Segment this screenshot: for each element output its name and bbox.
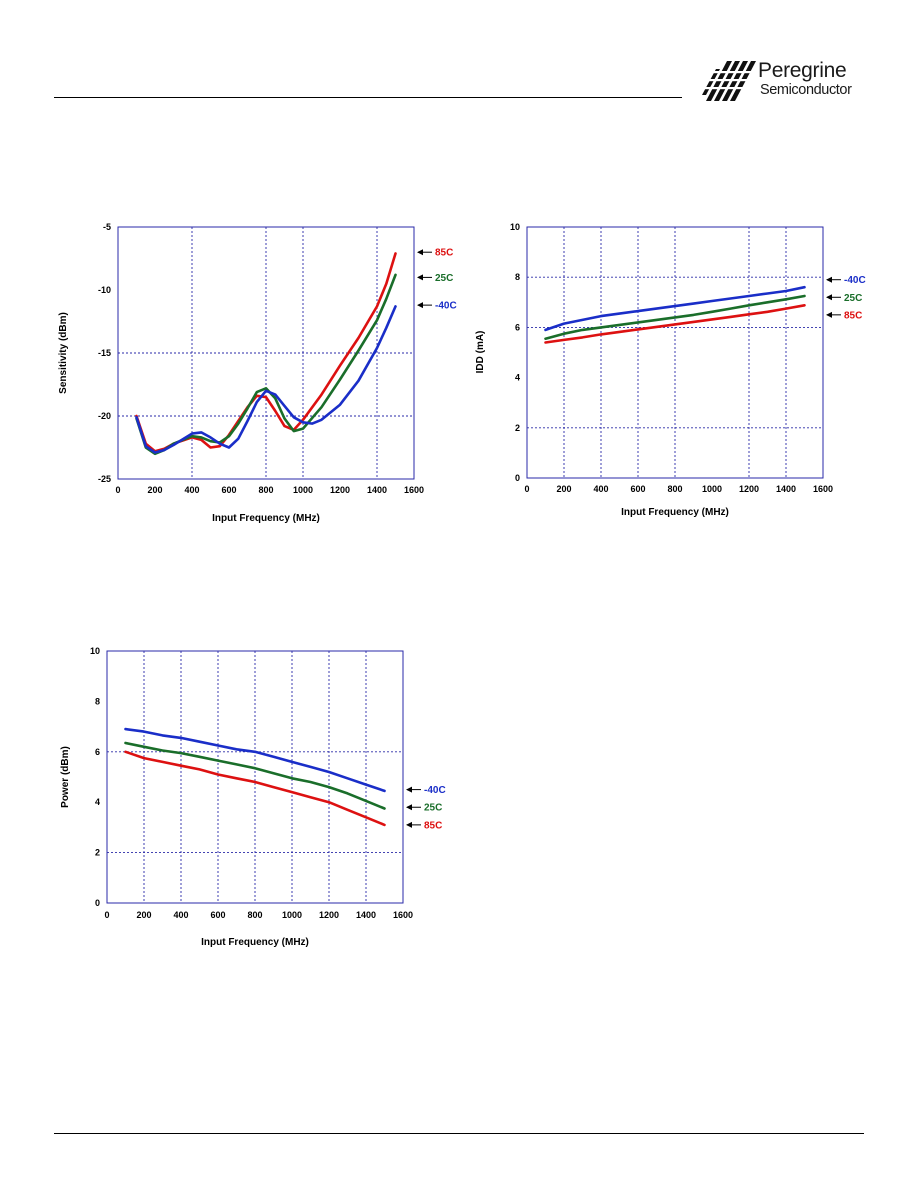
- series-label: -40C: [844, 275, 866, 286]
- series-line-85C: [124, 750, 386, 827]
- x-tick-label: 1400: [367, 485, 387, 495]
- x-tick-label: 400: [184, 485, 199, 495]
- x-tick-label: 1600: [813, 484, 833, 494]
- x-tick-label: 800: [667, 484, 682, 494]
- series-line--40C: [135, 305, 397, 454]
- y-tick-label: -25: [98, 474, 111, 484]
- series-label: -40C: [424, 785, 446, 796]
- x-tick-label: 200: [147, 485, 162, 495]
- chart-1: 0 200 400 600 800 1000 1200 1400 1600 0 2 4 6 8 10 Inpu…: [475, 222, 866, 518]
- y-tick-label: 6: [515, 322, 520, 332]
- y-tick-label: 4: [515, 373, 520, 383]
- x-tick-label: 400: [593, 484, 608, 494]
- series-line--40C: [544, 285, 806, 332]
- arrow-head-icon: [417, 302, 423, 309]
- x-tick-label: 600: [221, 485, 236, 495]
- y-tick-label: -5: [103, 222, 111, 232]
- y-tick-label: 4: [95, 797, 100, 807]
- y-axis-label: Power (dBm): [60, 746, 71, 808]
- x-tick-label: 1200: [319, 910, 339, 920]
- x-tick-label: 1200: [330, 485, 350, 495]
- y-tick-label: 10: [90, 646, 100, 656]
- y-axis-label: Sensitivity (dBm): [58, 312, 69, 394]
- y-tick-label: -20: [98, 411, 111, 421]
- series-label: 85C: [435, 248, 453, 259]
- series-line-25C: [544, 294, 806, 340]
- x-tick-label: 0: [115, 485, 120, 495]
- y-tick-label: 0: [515, 473, 520, 483]
- footer-rule: [54, 1133, 864, 1134]
- x-axis-label: Input Frequency (MHz): [212, 513, 320, 524]
- y-tick-label: 8: [95, 696, 100, 706]
- chart-0: 0 200 400 600 800 1000 1200 1400 1600 -5 -10 -15 -20…: [58, 222, 457, 524]
- y-tick-label: 8: [515, 272, 520, 282]
- y-tick-label: -15: [98, 348, 111, 358]
- plot-frame: [117, 226, 415, 480]
- x-tick-label: 600: [210, 910, 225, 920]
- series-label: 85C: [424, 820, 442, 831]
- plot-frame: [106, 650, 404, 904]
- logo-name: Peregrine: [758, 59, 847, 82]
- y-tick-label: -10: [98, 285, 111, 295]
- x-tick-label: 1400: [776, 484, 796, 494]
- x-tick-label: 0: [524, 484, 529, 494]
- logo-subtitle: Semiconductor: [760, 82, 852, 98]
- header-rule: [54, 97, 682, 98]
- x-tick-label: 200: [556, 484, 571, 494]
- y-tick-label: 6: [95, 747, 100, 757]
- x-tick-label: 1000: [282, 910, 302, 920]
- x-tick-label: 1000: [293, 485, 313, 495]
- y-axis-label: IDD (mA): [475, 331, 486, 374]
- y-tick-label: 2: [515, 423, 520, 433]
- x-tick-label: 1600: [393, 910, 413, 920]
- arrow-head-icon: [406, 786, 412, 793]
- series-label: 25C: [844, 293, 862, 304]
- series-label: 25C: [435, 273, 453, 284]
- x-tick-label: 400: [173, 910, 188, 920]
- arrow-head-icon: [826, 311, 832, 318]
- y-tick-label: 2: [95, 848, 100, 858]
- arrow-head-icon: [417, 249, 423, 256]
- x-tick-label: 1600: [404, 485, 424, 495]
- y-tick-label: 10: [510, 222, 520, 232]
- chart-2: 0 200 400 600 800 1000 1200 1400 1600 0 2 4 6 8 10 Inpu…: [60, 646, 446, 948]
- series-line-25C: [124, 741, 386, 810]
- x-tick-label: 1200: [739, 484, 759, 494]
- company-logo: Peregrine Semiconductor: [702, 55, 872, 107]
- x-axis-label: Input Frequency (MHz): [621, 507, 729, 518]
- plot-frame: [526, 226, 824, 479]
- series-label: 85C: [844, 310, 862, 321]
- arrow-head-icon: [406, 821, 412, 828]
- x-tick-label: 800: [247, 910, 262, 920]
- series-line-85C: [544, 304, 806, 344]
- logo-stripes-icon: [702, 61, 758, 101]
- arrow-head-icon: [826, 294, 832, 301]
- arrow-head-icon: [417, 274, 423, 281]
- x-tick-label: 600: [630, 484, 645, 494]
- x-tick-label: 0: [104, 910, 109, 920]
- x-tick-label: 800: [258, 485, 273, 495]
- arrow-head-icon: [406, 804, 412, 811]
- x-axis-label: Input Frequency (MHz): [201, 937, 309, 948]
- arrow-head-icon: [826, 276, 832, 283]
- series-label: -40C: [435, 301, 457, 312]
- series-line--40C: [124, 727, 386, 793]
- x-tick-label: 200: [136, 910, 151, 920]
- series-label: 25C: [424, 803, 442, 814]
- x-tick-label: 1400: [356, 910, 376, 920]
- y-tick-label: 0: [95, 898, 100, 908]
- x-tick-label: 1000: [702, 484, 722, 494]
